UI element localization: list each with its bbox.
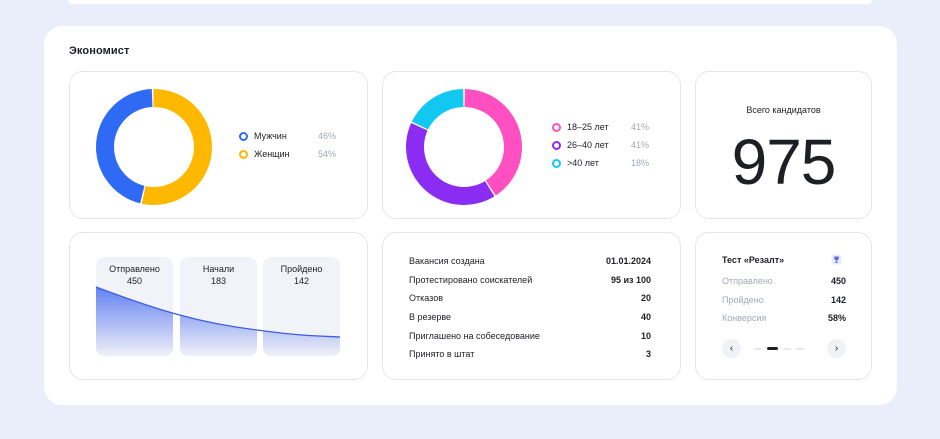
- test-stats: Отправлено 450 Пройдено 142 Конверсия 58%: [722, 272, 846, 328]
- legend-item-age-40-plus: >40 лет 18%: [552, 154, 649, 172]
- stat-row: Вакансия создана 01.01.2024: [409, 252, 651, 271]
- stat-row: Протестировано соискателей 95 из 100: [409, 271, 651, 290]
- stat-row: Принято в штат 3: [409, 345, 651, 364]
- stat-label: В резерве: [409, 312, 452, 323]
- legend-label: Мужчин: [254, 131, 287, 141]
- stat-value: 3: [645, 349, 651, 360]
- page-dot[interactable]: [754, 347, 762, 350]
- top-bar: [68, 0, 872, 4]
- stat-value: 40: [640, 312, 651, 323]
- total-label: Всего кандидатов: [746, 105, 821, 115]
- test-stat-label: Пройдено: [722, 294, 764, 305]
- legend-label: Женщин: [254, 149, 290, 159]
- test-stat-label: Конверсия: [722, 313, 767, 324]
- legend-label: >40 лет: [567, 158, 599, 168]
- page-dot-active[interactable]: [767, 347, 778, 350]
- age-40-plus-dot-icon: [552, 158, 561, 168]
- funnel-stage-label: Начали: [202, 264, 235, 274]
- legend-percent: 46%: [318, 131, 337, 141]
- age-18-25-dot-icon: [552, 122, 561, 132]
- test-stat-value: 142: [830, 294, 846, 305]
- stat-row: Приглашено на собеседование 10: [409, 326, 651, 345]
- chevron-right-icon: ›: [834, 343, 839, 354]
- legend-percent: 41%: [631, 140, 650, 150]
- female-dot-icon: [239, 149, 248, 159]
- legend-label: 18–25 лет: [567, 122, 609, 132]
- funnel-stage-value: 183: [210, 276, 227, 286]
- female-slice: [141, 89, 212, 205]
- age-donut-chart: [406, 89, 522, 205]
- funnel-stage-label: Отправлено: [109, 264, 160, 274]
- chevron-left-icon: ‹: [729, 343, 734, 354]
- age-26-40-slice: [406, 123, 495, 205]
- stats-card: Вакансия создана 01.01.2024 Протестирован…: [382, 232, 681, 380]
- legend-percent: 41%: [631, 122, 650, 132]
- stat-label: Вакансия создана: [409, 256, 485, 267]
- test-row: Пройдено 142: [722, 291, 846, 310]
- total-value: 975: [731, 126, 837, 198]
- funnel-stage-value: 450: [126, 276, 143, 286]
- test-title: Тест «Резалт»: [722, 255, 785, 265]
- vacancy-panel: Экономист Мужчин 46% Женщин 54% 18–25 ле…: [44, 26, 897, 405]
- stat-value: 10: [640, 330, 651, 341]
- gender-card: Мужчин 46% Женщин 54%: [69, 71, 368, 219]
- total-card: Всего кандидатов 975: [695, 71, 872, 219]
- age-26-40-dot-icon: [552, 140, 561, 150]
- funnel-stage-value: 142: [293, 276, 310, 286]
- age-18-25-slice: [464, 89, 522, 196]
- male-slice: [96, 89, 153, 204]
- funnel-card: Отправлено 450 Начали 183 Пройдено 142: [69, 232, 368, 380]
- test-stat-value: 58%: [827, 313, 846, 324]
- legend-label: 26–40 лет: [567, 140, 609, 150]
- pagination-indicator: [754, 347, 804, 350]
- stat-row: В резерве 40: [409, 308, 651, 327]
- panel-title: Экономист: [69, 45, 130, 57]
- legend-percent: 18%: [631, 158, 650, 168]
- stat-label: Приглашено на собеседование: [409, 330, 540, 341]
- test-stat-label: Отправлено: [722, 276, 773, 287]
- age-40-plus-slice: [411, 89, 464, 130]
- legend-item-male: Мужчин 46%: [239, 127, 336, 145]
- trophy-icon: [831, 254, 842, 268]
- male-dot-icon: [239, 131, 248, 141]
- stat-value: 20: [640, 293, 651, 304]
- stat-value: 01.01.2024: [605, 256, 651, 267]
- page-dot[interactable]: [796, 347, 804, 350]
- age-card: 18–25 лет 41% 26–40 лет 41% >40 лет 18%: [382, 71, 681, 219]
- funnel-stage-label: Пройдено: [280, 264, 323, 274]
- test-row: Отправлено 450: [722, 272, 846, 291]
- prev-button[interactable]: ‹: [722, 339, 741, 358]
- age-legend: 18–25 лет 41% 26–40 лет 41% >40 лет 18%: [552, 118, 649, 172]
- page-dot[interactable]: [783, 347, 791, 350]
- stat-value: 95 из 100: [610, 274, 651, 285]
- funnel-curve: [95, 286, 341, 356]
- test-row: Конверсия 58%: [722, 309, 846, 328]
- next-button[interactable]: ›: [827, 339, 846, 358]
- legend-percent: 54%: [318, 149, 337, 159]
- stat-label: Принято в штат: [409, 349, 475, 360]
- legend-item-age-26-40: 26–40 лет 41%: [552, 136, 649, 154]
- stats-list: Вакансия создана 01.01.2024 Протестирован…: [409, 252, 651, 364]
- test-card: Тест «Резалт» Отправлено 450 Пройдено 142 …: [695, 232, 872, 380]
- stat-row: Отказов 20: [409, 289, 651, 308]
- gender-donut-chart: [96, 89, 212, 205]
- gender-legend: Мужчин 46% Женщин 54%: [239, 127, 336, 163]
- stat-label: Протестировано соискателей: [409, 274, 533, 285]
- legend-item-female: Женщин 54%: [239, 145, 336, 163]
- test-stat-value: 450: [830, 276, 846, 287]
- legend-item-age-18-25: 18–25 лет 41%: [552, 118, 649, 136]
- stat-label: Отказов: [409, 293, 443, 304]
